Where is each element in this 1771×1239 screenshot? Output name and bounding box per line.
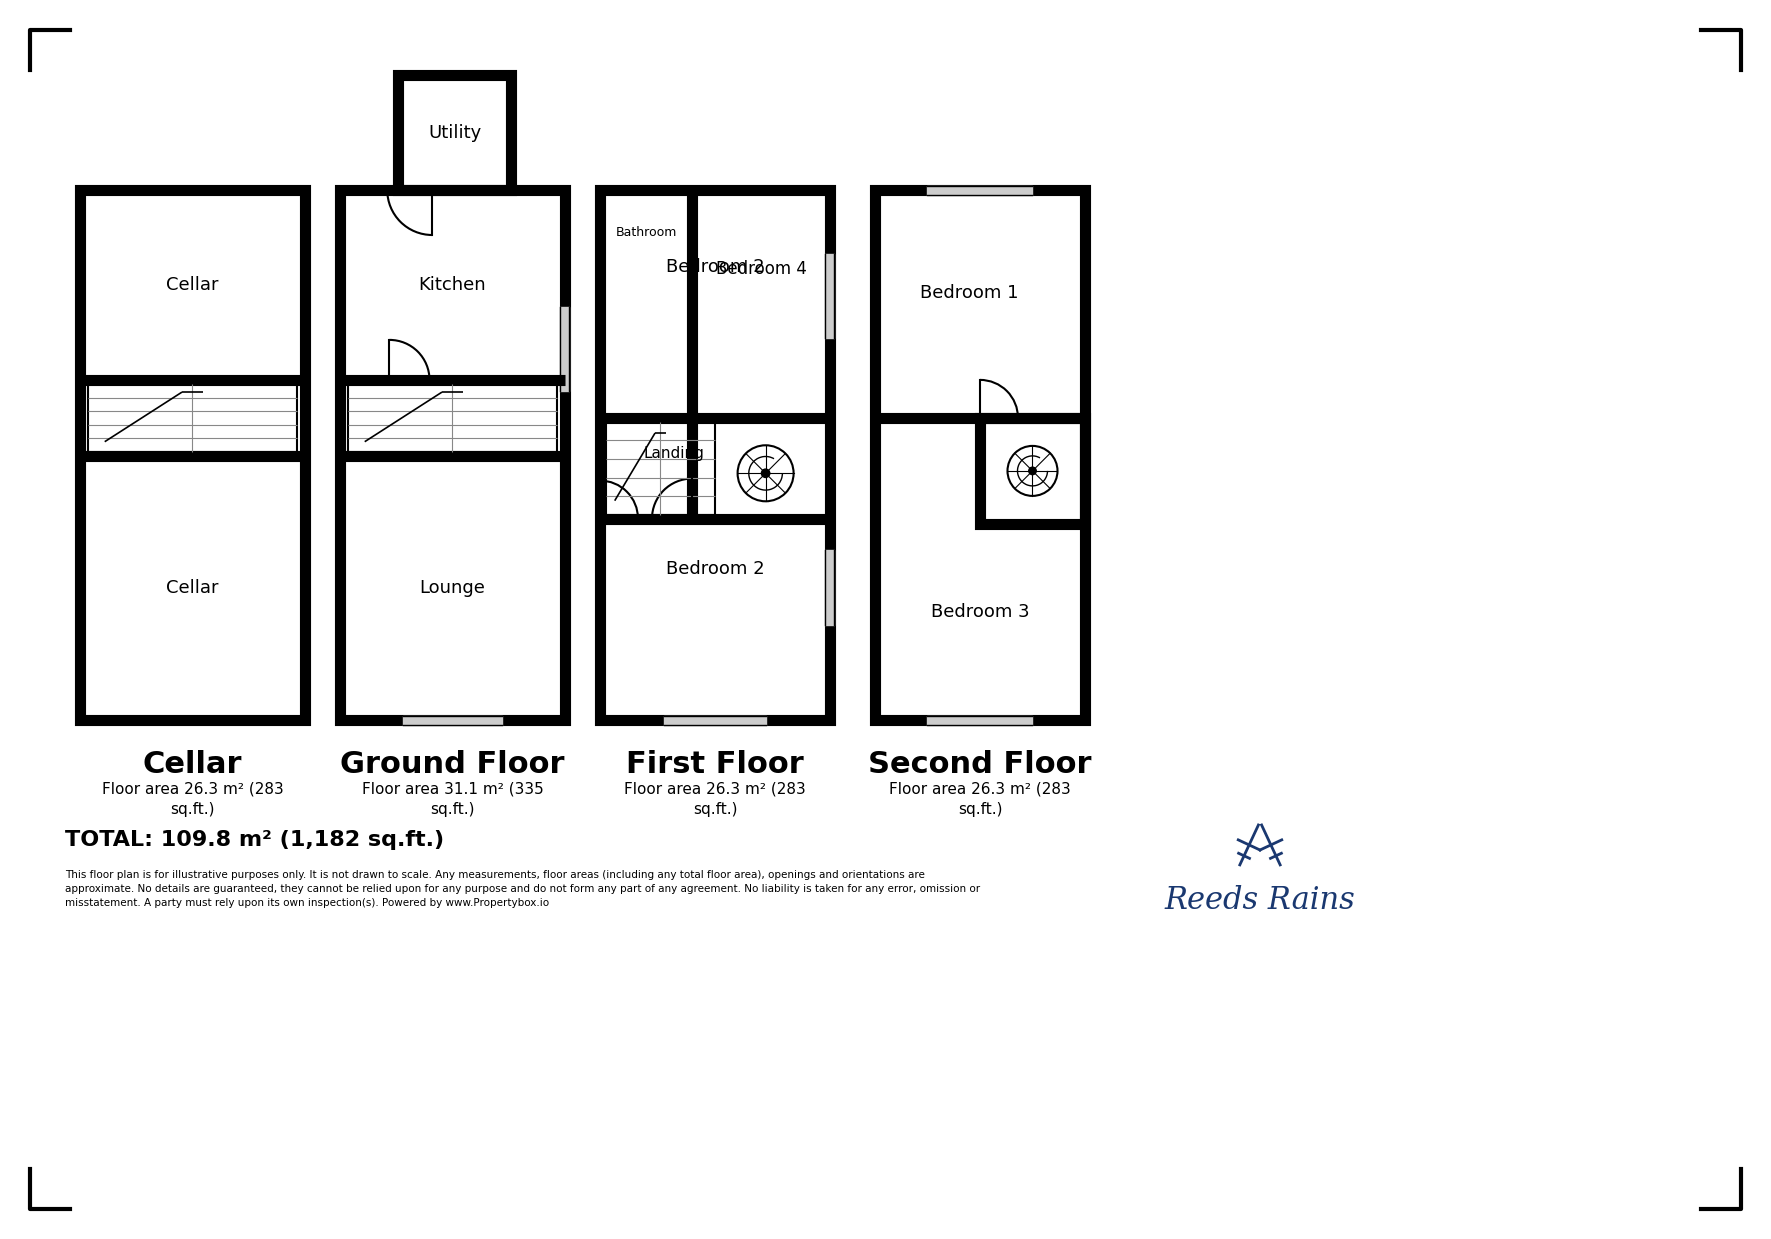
- Text: Lounge: Lounge: [420, 579, 485, 597]
- Circle shape: [762, 470, 770, 477]
- Text: Utility: Utility: [429, 124, 482, 141]
- Text: Bedroom 2: Bedroom 2: [666, 258, 765, 276]
- Bar: [340, 190, 565, 720]
- Circle shape: [1029, 467, 1036, 475]
- Text: Floor area 31.1 m² (335
sq.ft.): Floor area 31.1 m² (335 sq.ft.): [361, 782, 544, 817]
- Text: Cellar: Cellar: [143, 750, 243, 779]
- Text: First Floor: First Floor: [627, 750, 804, 779]
- Text: Landing: Landing: [643, 446, 705, 461]
- Text: Reeds Rains: Reeds Rains: [1165, 885, 1355, 916]
- Bar: [80, 190, 305, 720]
- Text: Bedroom 4: Bedroom 4: [715, 260, 806, 279]
- Bar: [606, 422, 715, 514]
- Text: Bathroom: Bathroom: [615, 225, 677, 239]
- Text: Cellar: Cellar: [166, 579, 220, 597]
- Text: Bedroom 1: Bedroom 1: [921, 284, 1018, 301]
- Text: Floor area 26.3 m² (283
sq.ft.): Floor area 26.3 m² (283 sq.ft.): [889, 782, 1071, 817]
- Text: Second Floor: Second Floor: [868, 750, 1091, 779]
- Text: Bedroom 3: Bedroom 3: [932, 603, 1029, 621]
- Text: TOTAL: 109.8 m² (1,182 sq.ft.): TOTAL: 109.8 m² (1,182 sq.ft.): [66, 830, 445, 850]
- Text: Bedroom 2: Bedroom 2: [666, 560, 765, 577]
- Bar: [347, 384, 558, 452]
- Bar: [398, 76, 512, 190]
- Text: Ground Floor: Ground Floor: [340, 750, 565, 779]
- Text: Kitchen: Kitchen: [418, 276, 487, 294]
- Bar: [89, 384, 298, 452]
- Text: Floor area 26.3 m² (283
sq.ft.): Floor area 26.3 m² (283 sq.ft.): [623, 782, 806, 817]
- Bar: [979, 418, 1086, 524]
- Text: Floor area 26.3 m² (283
sq.ft.): Floor area 26.3 m² (283 sq.ft.): [101, 782, 283, 817]
- Text: Cellar: Cellar: [166, 276, 220, 294]
- Bar: [875, 190, 1086, 720]
- Bar: [600, 190, 831, 720]
- Text: This floor plan is for illustrative purposes only. It is not drawn to scale. Any: This floor plan is for illustrative purp…: [66, 870, 979, 908]
